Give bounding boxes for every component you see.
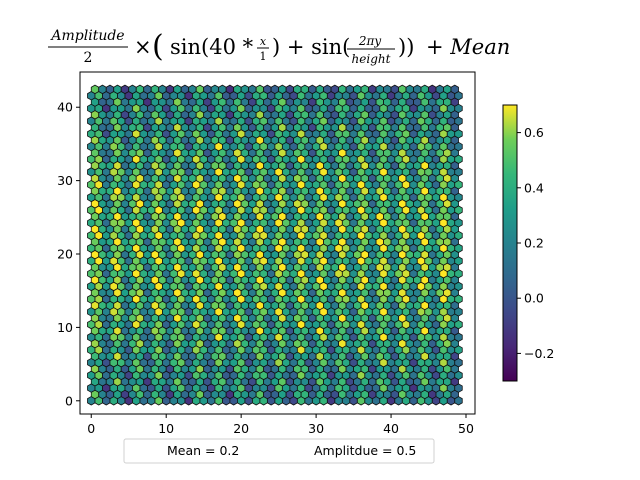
hex-cell	[398, 84, 407, 95]
y-axis: 0 10 20 30 40	[57, 100, 80, 408]
hex-cell	[413, 84, 422, 95]
legend-entry-amplitude: Amplitdue = 0.5	[314, 443, 416, 458]
title-sin1: sin(40 *	[170, 35, 254, 59]
colorbar-tick-label: −0.2	[524, 346, 554, 361]
hex-cell	[143, 84, 152, 95]
hex-cell	[420, 84, 429, 95]
hex-cell	[150, 84, 160, 95]
colorbar-tick-label: 0.2	[524, 236, 544, 251]
colorbar-ticks: −0.2 0.0 0.2 0.4 0.6	[517, 125, 554, 361]
hex-cell	[210, 84, 220, 95]
hex-cell	[375, 84, 384, 95]
hex-cell	[263, 84, 272, 95]
title-numerator: Amplitude	[49, 28, 124, 44]
hex-cell	[428, 84, 437, 95]
hex-cell	[285, 84, 295, 95]
hex-cell	[195, 84, 205, 95]
hex-cell	[443, 84, 452, 95]
y-tick-label: 40	[57, 100, 73, 115]
hex-cell	[450, 84, 459, 95]
hex-cell	[353, 84, 362, 95]
x-tick-label: 50	[458, 421, 474, 436]
hex-cell	[278, 84, 287, 95]
legend-box	[123, 438, 435, 464]
colorbar-tick-label: 0.4	[524, 180, 544, 195]
x-tick-label: 10	[158, 421, 174, 436]
hex-cell	[113, 84, 122, 95]
hex-cell	[165, 84, 175, 95]
x-tick-label: 20	[233, 421, 249, 436]
y-tick-label: 0	[65, 393, 73, 408]
hex-cell	[330, 84, 339, 95]
x-axis: 0 10 20 30 40 50	[87, 414, 474, 436]
hex-cell	[270, 84, 280, 95]
title-plus-sin: ) + sin(	[272, 35, 350, 59]
hex-cell	[158, 84, 167, 95]
y-tick-label: 10	[57, 320, 73, 335]
hex-cell	[383, 84, 392, 95]
title-frac-y-num: 2πy	[358, 34, 382, 48]
colorbar	[502, 104, 518, 382]
legend: Mean = 0.2 Amplitdue = 0.5	[123, 438, 435, 464]
hex-cell	[105, 84, 115, 95]
hex-cell	[360, 84, 369, 95]
hex-cell	[390, 84, 399, 95]
title-frac-y-den: height	[352, 52, 391, 66]
y-tick-label: 20	[57, 247, 73, 262]
hex-cell	[233, 84, 242, 95]
hex-cell	[135, 84, 145, 95]
hex-cell	[293, 84, 302, 95]
hex-cell	[323, 84, 332, 95]
title-close-paren: ))	[398, 35, 414, 59]
hex-cell	[240, 84, 250, 95]
title-mean-term: + Mean	[426, 35, 510, 59]
hex-cell	[248, 84, 257, 95]
hex-cell	[300, 84, 310, 95]
hex-cell	[225, 84, 235, 95]
hex-cell	[203, 84, 212, 95]
chart-title: Amplitude 2 × ( sin(40 * x 1 ) + sin( 2π…	[48, 28, 510, 66]
legend-entry-mean: Mean = 0.2	[167, 443, 239, 458]
hexbin-cells	[87, 84, 463, 406]
title-denominator: 2	[84, 50, 93, 66]
hex-cell	[308, 84, 317, 95]
colorbar-tick-label: 0.0	[524, 291, 544, 306]
title-frac-x-den: 1	[260, 50, 267, 63]
x-tick-label: 30	[308, 421, 324, 436]
hex-cell	[338, 84, 347, 95]
hex-cell	[435, 84, 444, 95]
hex-cell	[128, 84, 137, 95]
y-tick-label: 30	[57, 173, 73, 188]
plot-frame	[79, 71, 476, 415]
hex-cell	[405, 84, 414, 95]
title-open-paren: (	[152, 29, 164, 64]
x-tick-label: 0	[87, 421, 95, 436]
hex-cell	[98, 84, 107, 95]
hex-cell	[315, 84, 325, 95]
hex-cell	[180, 84, 190, 95]
hex-cell	[90, 84, 100, 95]
colorbar-tick-label: 0.6	[524, 125, 544, 140]
title-frac-x-num: x	[260, 35, 267, 48]
hex-cell	[188, 84, 197, 95]
x-tick-label: 40	[383, 421, 399, 436]
hex-cell	[218, 84, 227, 95]
hex-cell	[345, 84, 354, 95]
title-times: ×	[134, 35, 152, 59]
hex-cell	[255, 84, 265, 95]
hex-cell	[120, 84, 130, 95]
hex-cell	[173, 84, 182, 95]
hex-cell	[368, 84, 377, 95]
